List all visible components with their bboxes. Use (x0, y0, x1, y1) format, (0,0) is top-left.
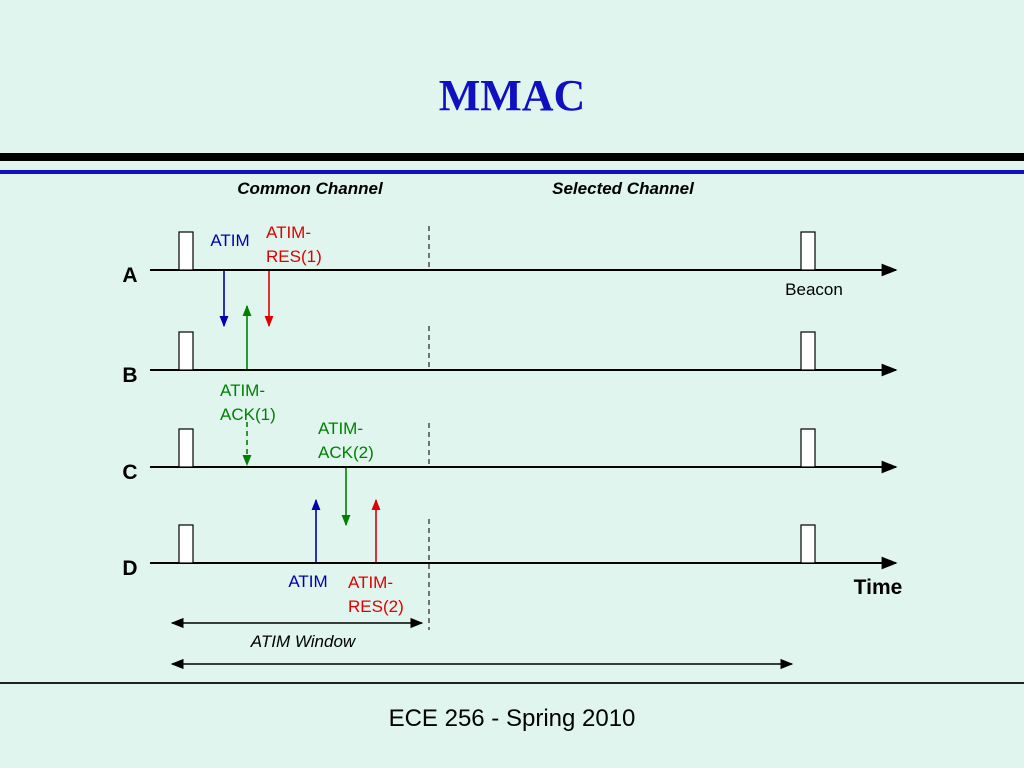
title-divider-blue (0, 170, 1024, 174)
beacon-a-end (800, 231, 816, 271)
slide-title: MMAC (438, 71, 586, 120)
atim-ack1-label-line2: ACK(1) (220, 405, 276, 424)
atim-label-d: ATIM (288, 572, 327, 591)
beacon-d-end (800, 524, 816, 564)
title-divider-thick (0, 153, 1024, 161)
beacon-b-start (178, 331, 194, 371)
atim-ack2-label-line2: ACK(2) (318, 443, 374, 462)
beacon-c-end (800, 428, 816, 468)
node-label-b: B (122, 364, 137, 387)
node-label-a: A (122, 264, 137, 287)
time-axis-label: Time (854, 576, 903, 599)
beacon-c-start (178, 428, 194, 468)
node-label-d: D (122, 557, 137, 580)
common-channel-label: Common Channel (237, 179, 384, 198)
beacon-d-start (178, 524, 194, 564)
footer-text: ECE 256 - Spring 2010 (388, 705, 636, 732)
beacon-b-end (800, 331, 816, 371)
atim-ack2-label-line1: ATIM- (318, 419, 363, 438)
selected-channel-label: Selected Channel (552, 179, 695, 198)
atim-label-a: ATIM (210, 231, 249, 250)
atim-res2-label-line2: RES(2) (348, 597, 404, 616)
footer-divider (0, 682, 1024, 684)
atim-res2-label-line1: ATIM- (348, 573, 393, 592)
atim-res1-label-line1: ATIM- (266, 223, 311, 242)
beacon-label: Beacon (785, 280, 843, 299)
node-label-c: C (122, 461, 137, 484)
atim-ack1-label-line1: ATIM- (220, 381, 265, 400)
atim-window-label: ATIM Window (250, 632, 357, 651)
beacon-a-start (178, 231, 194, 271)
atim-res1-label-line2: RES(1) (266, 247, 322, 266)
